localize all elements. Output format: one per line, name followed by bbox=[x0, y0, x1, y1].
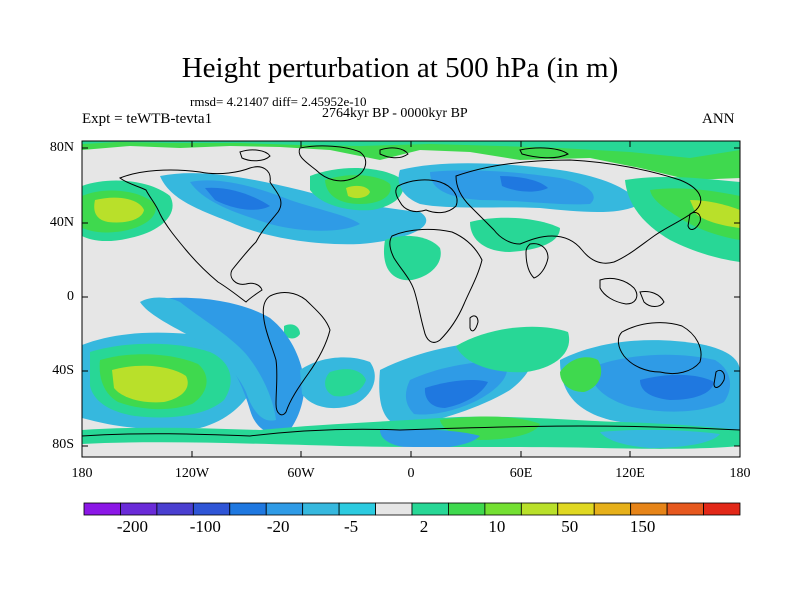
colorbar-label: -100 bbox=[189, 517, 221, 536]
colorbar-box bbox=[265, 502, 304, 516]
contour-easia-green bbox=[650, 188, 740, 240]
contour-sind-deep bbox=[424, 380, 488, 408]
contour-arctic-green bbox=[82, 141, 740, 180]
colorbar-box bbox=[156, 502, 194, 516]
colorbar-box bbox=[411, 502, 449, 516]
coast-asia bbox=[455, 159, 702, 264]
contour-sind-teal bbox=[456, 326, 570, 373]
colorbar-box bbox=[375, 502, 413, 516]
contour-aus-green bbox=[560, 357, 602, 392]
coast-north-america bbox=[118, 166, 282, 303]
y-tick-label: 40S bbox=[52, 363, 74, 378]
x-tick-label: 120E bbox=[615, 466, 645, 481]
contour-antarctic-cyan bbox=[600, 429, 720, 448]
coast-japan bbox=[687, 211, 701, 230]
contour-antarctic-blue bbox=[380, 429, 480, 449]
x-tick-label: 0 bbox=[407, 466, 415, 481]
colorbar-box bbox=[557, 502, 595, 516]
x-tick-label: 180 bbox=[729, 466, 751, 481]
coast-australia bbox=[617, 322, 702, 375]
coast-south-america bbox=[262, 292, 331, 416]
coastlines bbox=[82, 145, 740, 437]
height-perturbation-field bbox=[82, 141, 740, 457]
contour-africa-teal bbox=[383, 235, 441, 281]
contour-spac-yellow bbox=[112, 365, 188, 403]
colorbar-box bbox=[520, 502, 559, 516]
contour-arctic-teal bbox=[82, 141, 740, 158]
colorbar-box bbox=[302, 502, 340, 516]
contour-atl-yellow bbox=[346, 185, 370, 199]
colorbar-label: -20 bbox=[266, 517, 290, 536]
colorbar-label: -200 bbox=[116, 517, 149, 536]
colorbar-box bbox=[703, 502, 741, 516]
colorbar-label: 2 bbox=[419, 517, 429, 536]
colorbar-box bbox=[666, 502, 704, 516]
x-tick-label: 60W bbox=[287, 466, 315, 481]
coast-europe bbox=[395, 179, 458, 214]
map-ticks bbox=[81, 141, 741, 457]
contour-satl-teal bbox=[325, 369, 366, 397]
colorbar-label: -5 bbox=[344, 517, 359, 536]
y-tick-label: 80N bbox=[49, 140, 74, 155]
y-tick-label: 0 bbox=[67, 289, 74, 304]
x-tick-label: 60E bbox=[509, 466, 533, 481]
contour-easia-yellow bbox=[690, 200, 740, 228]
contour-antarctic-grey bbox=[82, 442, 740, 457]
coast-new-zealand bbox=[713, 369, 725, 388]
y-tick-label: 40N bbox=[49, 215, 74, 230]
figure-title: Height perturbation at 500 hPa (in m) bbox=[181, 52, 619, 84]
colorbar-label: 10 bbox=[488, 517, 506, 536]
contour-aus-deep bbox=[640, 374, 714, 400]
colorbar-box bbox=[338, 502, 376, 516]
coast-se-asia-islands bbox=[599, 277, 665, 307]
coast-africa bbox=[389, 228, 483, 343]
contour-eurasia-deep bbox=[500, 176, 548, 192]
stats-line: rmsd= 4.21407 diff= 2.45952e-10 bbox=[190, 94, 367, 109]
period-label: 2764kyr BP - 0000kyr BP bbox=[322, 106, 468, 121]
colorbar-box bbox=[484, 502, 522, 516]
colorbar-label: 150 bbox=[629, 517, 656, 536]
colorbar bbox=[83, 502, 741, 516]
colorbar-box bbox=[630, 502, 668, 516]
coast-madagascar bbox=[469, 315, 479, 332]
contour-sepac-cyan bbox=[140, 297, 276, 421]
x-tick-label: 120W bbox=[174, 466, 210, 481]
x-tick-label: 180 bbox=[71, 466, 93, 481]
experiment-label: Expt = teWTB-tevta1 bbox=[82, 111, 213, 127]
colorbar-box bbox=[120, 502, 158, 516]
contour-npac-deep bbox=[205, 187, 270, 210]
colorbar-box bbox=[448, 502, 486, 516]
colorbar-label: 50 bbox=[561, 517, 579, 536]
coast-india bbox=[525, 243, 549, 279]
contour-wpac-yellow bbox=[94, 197, 144, 223]
colorbar-box bbox=[192, 502, 231, 516]
coast-antarctica bbox=[82, 425, 740, 437]
colorbar-box bbox=[229, 502, 267, 516]
colorbar-box bbox=[83, 502, 121, 516]
season-label: ANN bbox=[702, 111, 735, 127]
colorbar-box bbox=[593, 502, 632, 516]
coast-arctic-islands bbox=[239, 147, 569, 162]
y-tick-label: 80S bbox=[52, 437, 74, 452]
coast-greenland bbox=[298, 145, 367, 182]
contour-arabia-teal bbox=[470, 217, 560, 252]
contour-sam-teal bbox=[284, 324, 300, 339]
